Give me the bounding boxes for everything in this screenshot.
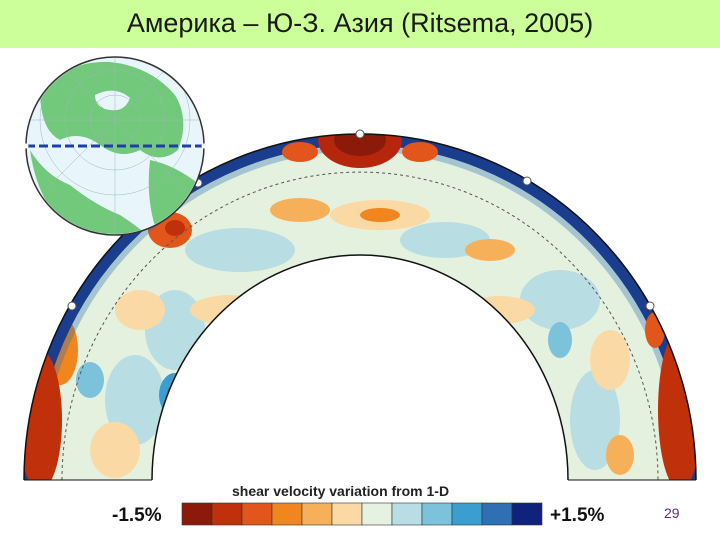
colorbar-swatch	[331, 502, 363, 526]
title-bar	[0, 0, 720, 48]
colorbar-swatch	[181, 502, 213, 526]
colorbar-swatch	[451, 502, 483, 526]
page-number: 29	[664, 505, 680, 521]
surface-marker	[645, 301, 655, 311]
surface-marker	[522, 176, 532, 186]
slide-title: Америка – Ю-З. Азия (Ritsema, 2005)	[126, 8, 594, 38]
colorbar-swatch	[481, 502, 513, 526]
colorbar	[181, 502, 543, 526]
colorbar-swatch	[301, 502, 333, 526]
colorbar-swatch	[391, 502, 423, 526]
colorbar-swatch	[241, 502, 273, 526]
transition-zone-line	[61, 171, 659, 481]
surface-marker	[67, 301, 77, 311]
colorbar-swatch	[271, 502, 303, 526]
colorbar-swatch	[361, 502, 393, 526]
colorbar-swatch	[421, 502, 453, 526]
surface-marker	[355, 129, 365, 139]
colorbar-swatch	[211, 502, 243, 526]
colorbar-min-label: -1.5%	[112, 505, 162, 526]
colorbar-label: shear velocity variation from 1-D	[232, 483, 450, 499]
colorbar-max-label: +1.5%	[550, 505, 605, 526]
surface-markers	[67, 129, 655, 311]
mantle-section	[24, 134, 696, 480]
colorbar-swatch	[511, 502, 543, 526]
